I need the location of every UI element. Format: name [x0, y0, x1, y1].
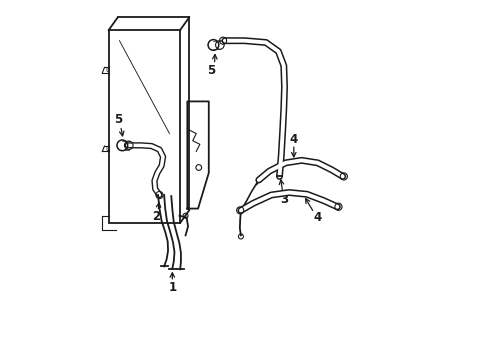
Text: 5: 5	[207, 64, 215, 77]
Text: 4: 4	[313, 211, 321, 224]
Text: ʋ: ʋ	[105, 67, 109, 73]
Text: ʋ: ʋ	[105, 146, 109, 152]
Text: 1: 1	[168, 281, 176, 294]
Text: 4: 4	[289, 133, 297, 146]
Text: 2: 2	[152, 210, 160, 223]
Text: 3: 3	[280, 193, 288, 206]
Text: 5: 5	[114, 113, 122, 126]
